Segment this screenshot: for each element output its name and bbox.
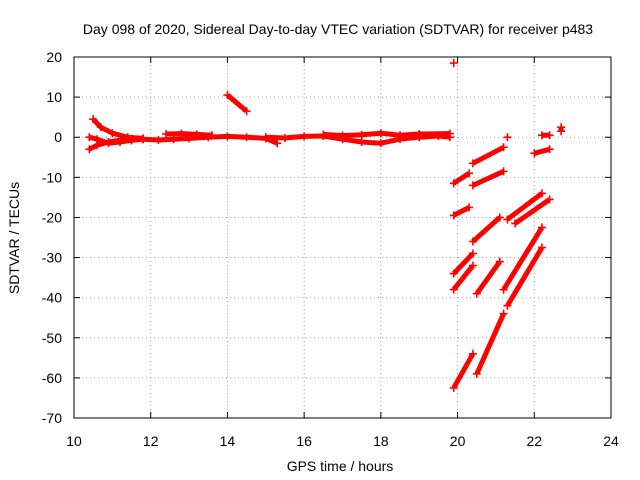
x-tick-label: 12 — [143, 433, 159, 449]
data-series-line — [471, 169, 505, 188]
x-tick-label: 20 — [450, 433, 466, 449]
data-series-line — [225, 93, 249, 114]
x-tick-label: 14 — [220, 433, 236, 449]
data-series — [319, 129, 454, 140]
data-series — [223, 91, 251, 116]
y-tick-label: -20 — [42, 209, 62, 225]
data-series — [537, 131, 554, 140]
y-axis-label: SDTVAR / TECUs — [6, 182, 22, 294]
y-axis-tick-labels: 20 10 0 -10 -20 -30 -40 -50 -60 -70 — [42, 49, 62, 426]
data-series-line — [451, 264, 475, 292]
data-series-line — [474, 260, 502, 296]
y-tick-label: -40 — [42, 290, 62, 306]
grid — [74, 57, 611, 418]
data-points — [85, 59, 566, 392]
y-tick-label: -50 — [42, 330, 62, 346]
x-tick-label: 24 — [603, 433, 619, 449]
data-series — [449, 261, 477, 294]
data-series-line — [451, 251, 475, 276]
y-tick-label: -60 — [42, 370, 62, 386]
chart-title: Day 098 of 2020, Sidereal Day-to-day VTE… — [83, 21, 593, 37]
data-series — [468, 167, 508, 190]
y-tick-label: -30 — [42, 250, 62, 266]
data-series — [449, 349, 477, 392]
data-series-line — [505, 191, 544, 222]
y-tick-label: 20 — [46, 49, 62, 65]
data-series-line — [505, 246, 545, 307]
axis-ticks — [73, 56, 612, 419]
data-series — [511, 195, 554, 228]
x-tick-label: 18 — [373, 433, 389, 449]
y-tick-label: 0 — [54, 129, 62, 145]
data-series — [503, 189, 546, 224]
data-series — [449, 169, 474, 188]
data-series — [503, 133, 512, 142]
x-tick-label: 22 — [526, 433, 542, 449]
data-series-line — [452, 171, 471, 186]
data-series-line — [513, 197, 552, 226]
data-series-line — [501, 226, 545, 291]
data-series — [530, 145, 554, 158]
data-series — [472, 309, 508, 378]
y-tick-label: -10 — [42, 169, 62, 185]
y-tick-label: -70 — [42, 410, 62, 426]
data-series — [449, 59, 458, 68]
data-series-line — [471, 215, 502, 244]
x-tick-label: 10 — [66, 433, 82, 449]
data-series — [557, 123, 566, 136]
data-series — [162, 129, 217, 140]
data-series-line — [166, 131, 213, 138]
data-series-line — [452, 205, 471, 218]
data-series — [449, 249, 477, 278]
data-series — [468, 143, 508, 168]
x-axis-tick-labels: 10 12 14 16 18 20 22 24 — [66, 433, 619, 449]
x-tick-label: 16 — [296, 433, 312, 449]
data-series — [503, 243, 546, 310]
data-series-line — [451, 352, 476, 390]
data-series — [472, 257, 504, 298]
data-series — [499, 223, 546, 294]
data-series — [449, 203, 474, 220]
data-series-line — [474, 312, 506, 375]
plot-frame — [73, 56, 612, 419]
y-tick-label: 10 — [46, 89, 62, 105]
data-series — [468, 213, 504, 246]
data-series-line — [471, 145, 505, 166]
x-axis-label: GPS time / hours — [287, 458, 394, 474]
